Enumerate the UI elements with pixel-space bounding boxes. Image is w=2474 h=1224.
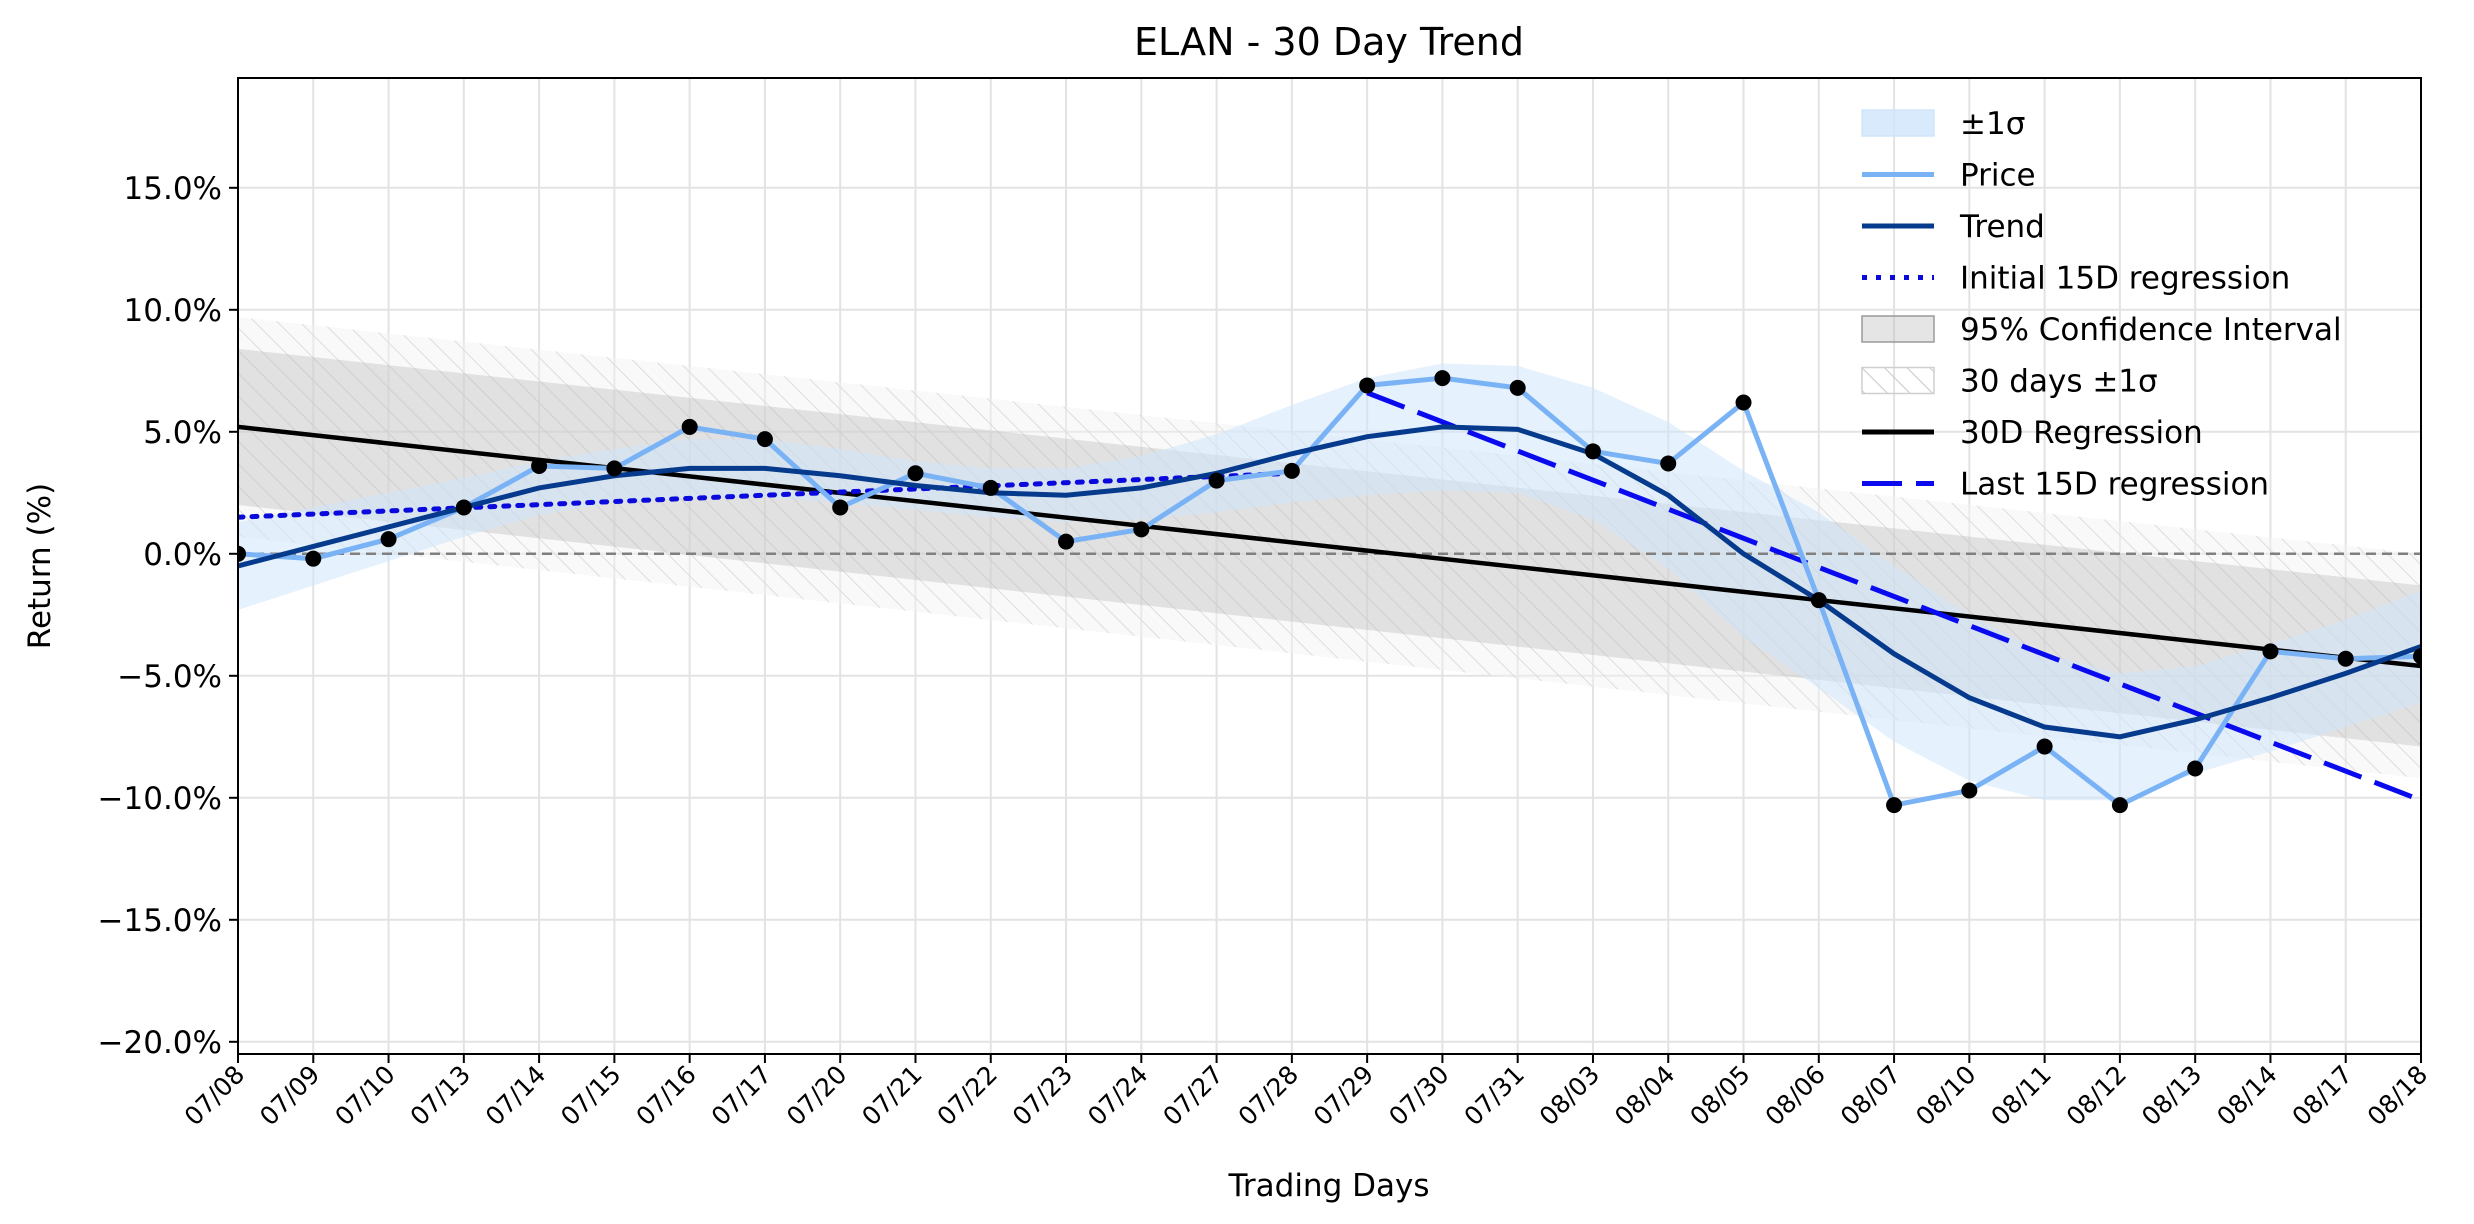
price-marker: [2036, 738, 2053, 755]
legend-swatch: [1861, 366, 1935, 395]
y-tick-label: 15.0%: [124, 171, 222, 207]
price-marker: [238, 545, 246, 562]
price-marker: [531, 457, 548, 474]
x-tick-label: 07/10: [329, 1060, 400, 1131]
x-tick-label: 07/21: [856, 1060, 927, 1131]
x-tick-label: 08/13: [2136, 1060, 2207, 1131]
x-tick-label: 07/17: [706, 1060, 777, 1131]
legend-swatch: [1861, 315, 1935, 343]
x-tick-label: 08/04: [1609, 1060, 1680, 1131]
price-markers: [238, 370, 2421, 814]
price-marker: [2413, 648, 2421, 665]
price-marker: [305, 550, 322, 567]
price-marker: [1660, 455, 1677, 472]
legend-label: 95% Confidence Interval: [1960, 312, 2342, 348]
x-tick-label: 08/12: [2061, 1060, 2132, 1131]
price-marker: [1735, 394, 1752, 411]
x-tick-label: 07/09: [254, 1060, 325, 1131]
x-tick-label: 08/06: [1760, 1060, 1831, 1131]
x-tick-label: 07/23: [1007, 1060, 1078, 1131]
y-tick-label: −10.0%: [98, 781, 222, 817]
x-tick-label: 08/18: [2362, 1060, 2433, 1131]
x-tick-label: 07/30: [1383, 1060, 1454, 1131]
legend-label: 30D Regression: [1960, 415, 2203, 451]
x-tick-label: 08/11: [1985, 1060, 2056, 1131]
y-tick-label: −20.0%: [98, 1025, 222, 1061]
plot-frame: [237, 77, 2422, 1055]
x-tick-label: 08/10: [1910, 1060, 1981, 1131]
price-marker: [2187, 760, 2204, 777]
price-marker: [1810, 592, 1827, 609]
y-tick-label: 10.0%: [124, 293, 222, 329]
x-tick-label: 07/22: [932, 1060, 1003, 1131]
legend-swatch: [1861, 109, 1935, 137]
price-marker: [1283, 462, 1300, 479]
price-marker: [982, 479, 999, 496]
x-axis: 07/08 07/09 07/10 07/13 07/14 07/15 07/16 07/17…: [179, 1054, 2433, 1131]
chart-title: ELAN - 30 Day Trend: [1134, 20, 1524, 64]
legend-label: 30 days ±1σ: [1960, 364, 2158, 400]
x-tick-label: 08/14: [2211, 1060, 2282, 1131]
legend-label: Last 15D regression: [1960, 467, 2269, 503]
legend-label: ±1σ: [1960, 106, 2025, 142]
price-marker: [832, 499, 849, 516]
x-tick-label: 07/29: [1308, 1060, 1379, 1131]
x-tick-label: 07/08: [179, 1060, 250, 1131]
price-marker: [2262, 643, 2279, 660]
legend-label: Price: [1960, 158, 2036, 194]
price-marker: [2337, 650, 2354, 667]
x-tick-label: 08/05: [1684, 1060, 1755, 1131]
last-15d-regression-line: [1366, 390, 2421, 803]
y-tick-label: 5.0%: [143, 415, 222, 451]
price-marker: [2111, 797, 2128, 814]
price-marker: [756, 431, 773, 448]
price-marker: [1208, 472, 1225, 489]
x-tick-label: 08/17: [2287, 1060, 2358, 1131]
x-tick-label: 07/24: [1082, 1060, 1153, 1131]
price-marker: [1058, 533, 1075, 550]
x-tick-label: 07/28: [1233, 1060, 1304, 1131]
y-tick-label: −5.0%: [117, 659, 222, 695]
legend-label: Trend: [1959, 209, 2045, 245]
y-axis-label: Return (%): [22, 483, 58, 649]
y-tick-label: −15.0%: [98, 903, 222, 939]
price-marker: [1886, 797, 1903, 814]
price-marker: [1509, 379, 1526, 396]
x-tick-label: 08/07: [1835, 1060, 1906, 1131]
x-tick-label: 07/13: [405, 1060, 476, 1131]
trend-line: [238, 424, 2421, 740]
price-marker: [455, 499, 472, 516]
y-tick-label: 0.0%: [143, 537, 222, 573]
legend: ±1σ Price Trend Initial 15D regression 95% C…: [1861, 106, 2342, 503]
x-tick-label: 07/27: [1157, 1060, 1228, 1131]
x-tick-label: 07/20: [781, 1060, 852, 1131]
legend-label: Initial 15D regression: [1960, 261, 2290, 297]
price-marker: [681, 418, 698, 435]
price-marker: [1359, 377, 1376, 394]
price-marker: [907, 465, 924, 482]
price-marker: [1133, 521, 1150, 538]
x-tick-label: 07/16: [630, 1060, 701, 1131]
x-tick-label: 08/03: [1534, 1060, 1605, 1131]
y-axis: −20.0% −15.0% −10.0% −5.0% 0.0% 5.0% 10.0% 15.0…: [98, 171, 238, 1061]
price-marker: [606, 460, 623, 477]
x-axis-label: Trading Days: [1228, 1168, 1430, 1204]
price-line: [238, 375, 2421, 809]
price-marker: [1584, 443, 1601, 460]
price-marker: [1961, 782, 1978, 799]
price-marker: [380, 531, 397, 548]
x-tick-label: 07/15: [555, 1060, 626, 1131]
x-tick-label: 07/14: [480, 1060, 551, 1131]
x-tick-label: 07/31: [1458, 1060, 1529, 1131]
price-marker: [1434, 370, 1451, 387]
